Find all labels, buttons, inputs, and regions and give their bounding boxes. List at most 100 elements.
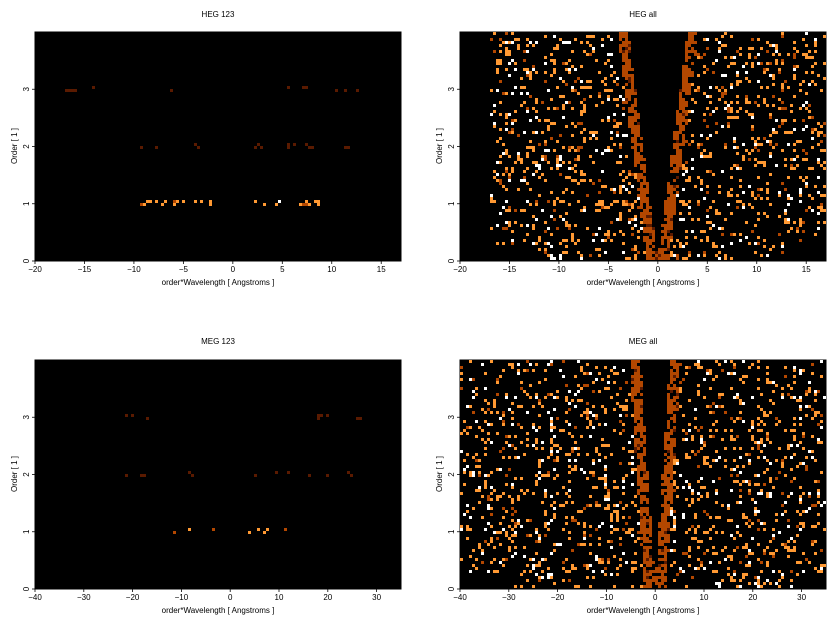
heatmap-cell [820, 504, 823, 507]
heatmap-cell [766, 438, 769, 441]
heatmap-cell [646, 522, 649, 525]
heatmap-cell [823, 564, 826, 567]
heatmap-cell [490, 423, 493, 426]
heatmap-cell [604, 149, 607, 152]
heatmap-cell [589, 179, 592, 182]
heatmap-cell [820, 194, 823, 197]
heatmap-cell [667, 525, 670, 528]
heatmap-cell [589, 131, 592, 134]
heatmap-cell [511, 423, 514, 426]
heatmap-cell [655, 576, 658, 579]
heatmap-cell [478, 465, 481, 468]
heatmap-cell [460, 558, 463, 561]
heatmap-cell [622, 107, 625, 110]
heatmap-cell [703, 486, 706, 489]
heatmap-cell [679, 128, 682, 131]
heatmap-cell [577, 155, 580, 158]
heatmap-cell [634, 215, 637, 218]
heatmap-cell [730, 35, 733, 38]
heatmap-cell [685, 77, 688, 80]
heatmap-cell [643, 212, 646, 215]
heatmap-cell [508, 224, 511, 227]
heatmap-cell [146, 417, 149, 420]
heatmap-cell [751, 435, 754, 438]
heatmap-cell [562, 567, 565, 570]
heatmap-cell [601, 378, 604, 381]
heatmap-cell [667, 504, 670, 507]
heatmap-cell [571, 468, 574, 471]
heatmap-cell [628, 89, 631, 92]
heatmap-cell [553, 122, 556, 125]
heatmap-cell [502, 227, 505, 230]
plot-area [34, 359, 402, 590]
heatmap-cell [514, 531, 517, 534]
heatmap-cell [802, 128, 805, 131]
heatmap-cell [670, 203, 673, 206]
heatmap-cell [751, 194, 754, 197]
heatmap-cell [583, 128, 586, 131]
heatmap-cell [667, 528, 670, 531]
heatmap-cell [691, 74, 694, 77]
heatmap-cell [580, 366, 583, 369]
heatmap-cell [670, 489, 673, 492]
heatmap-cell [631, 363, 634, 366]
heatmap-cell [505, 200, 508, 203]
heatmap-cell [805, 456, 808, 459]
heatmap-cell [535, 531, 538, 534]
heatmap-cell [721, 438, 724, 441]
heatmap-cell [607, 495, 610, 498]
heatmap-cell [700, 561, 703, 564]
heatmap-cell [730, 83, 733, 86]
heatmap-cell [475, 465, 478, 468]
heatmap-cell [706, 456, 709, 459]
heatmap-cell [739, 53, 742, 56]
heatmap-cell [733, 549, 736, 552]
heatmap-cell [652, 227, 655, 230]
heatmap-cell [640, 206, 643, 209]
heatmap-cell [778, 107, 781, 110]
heatmap-cell [526, 393, 529, 396]
heatmap-cell [580, 131, 583, 134]
heatmap-cell [769, 152, 772, 155]
heatmap-cell [562, 191, 565, 194]
heatmap-cell [559, 429, 562, 432]
heatmap-cell [808, 492, 811, 495]
heatmap-cell [481, 495, 484, 498]
heatmap-cell [736, 74, 739, 77]
heatmap-cell [646, 486, 649, 489]
heatmap-cell [676, 161, 679, 164]
heatmap-cell [631, 501, 634, 504]
heatmap-cell [757, 510, 760, 513]
heatmap-cell [823, 62, 826, 65]
heatmap-cell [733, 164, 736, 167]
heatmap-cell [676, 573, 679, 576]
heatmap-cell [347, 471, 350, 474]
heatmap-cell [670, 363, 673, 366]
heatmap-cell [772, 552, 775, 555]
heatmap-cell [466, 453, 469, 456]
heatmap-cell [559, 95, 562, 98]
heatmap-cell [502, 242, 505, 245]
heatmap-cell [637, 537, 640, 540]
heatmap-cell [643, 441, 646, 444]
heatmap-cell [820, 426, 823, 429]
heatmap-cell [640, 486, 643, 489]
y-tick-label: 3 [22, 414, 31, 419]
heatmap-cell [748, 561, 751, 564]
heatmap-cell [820, 206, 823, 209]
heatmap-cell [805, 176, 808, 179]
heatmap-cell [796, 50, 799, 53]
heatmap-cell [673, 254, 676, 257]
heatmap-cell [595, 528, 598, 531]
heatmap-cell [694, 53, 697, 56]
heatmap-cell [742, 155, 745, 158]
heatmap-cell [643, 579, 646, 582]
heatmap-cell [571, 65, 574, 68]
heatmap-cell [526, 92, 529, 95]
heatmap-cell [757, 242, 760, 245]
heatmap-cell [673, 519, 676, 522]
heatmap-cell [751, 363, 754, 366]
heatmap-cell [577, 585, 580, 588]
heatmap-cell [508, 546, 511, 549]
heatmap-cell [586, 564, 589, 567]
